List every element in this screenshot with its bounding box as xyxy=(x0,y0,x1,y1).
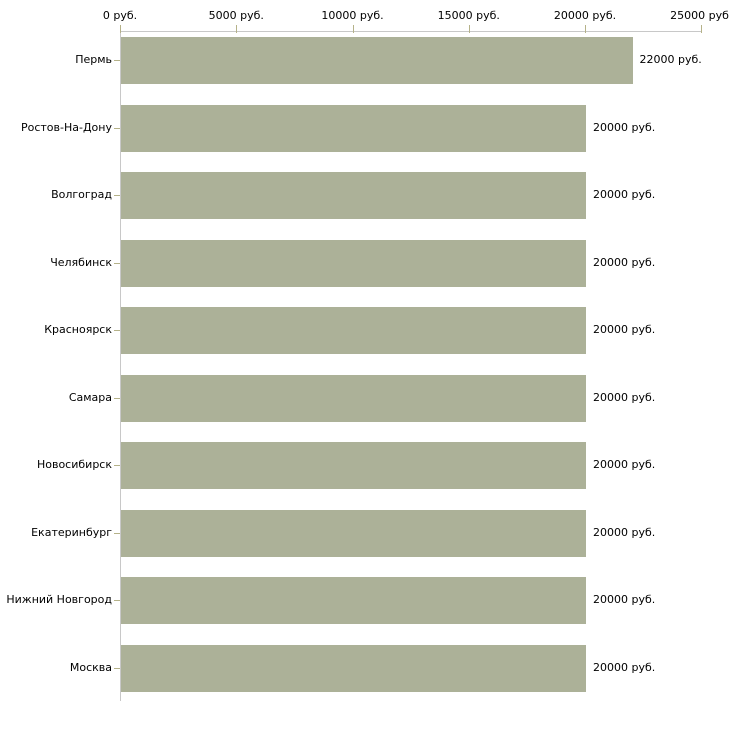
value-label: 20000 руб. xyxy=(593,458,656,471)
y-axis-tick xyxy=(114,532,120,534)
category-label: Нижний Новгород xyxy=(6,593,112,606)
x-axis-line xyxy=(120,31,702,32)
category-label: Новосибирск xyxy=(36,458,112,471)
category-label: Ростов-На-Дону xyxy=(20,120,112,134)
y-axis-tick xyxy=(114,397,120,399)
x-axis-tick-label: 10000 руб. xyxy=(321,9,384,22)
x-axis-tick xyxy=(120,25,121,33)
value-label: 20000 руб. xyxy=(593,593,656,606)
category-label: Челябинск xyxy=(50,255,112,269)
bar xyxy=(121,239,586,287)
bar xyxy=(121,509,586,557)
x-axis-tick xyxy=(701,25,703,33)
bar xyxy=(121,644,586,692)
bar xyxy=(121,104,586,152)
value-label: 20000 руб. xyxy=(593,255,656,269)
y-axis-tick xyxy=(114,667,120,669)
value-label: 20000 руб. xyxy=(593,660,656,674)
y-axis-line xyxy=(120,31,121,701)
y-axis-tick xyxy=(114,330,120,331)
bar xyxy=(121,307,586,354)
category-label: Красноярск xyxy=(44,323,112,336)
bar xyxy=(121,37,633,84)
y-axis-tick xyxy=(114,195,120,196)
value-label: 20000 руб. xyxy=(593,120,656,134)
value-label: 20000 руб. xyxy=(593,323,656,336)
bar xyxy=(121,374,586,422)
category-label: Москва xyxy=(69,660,112,674)
category-label: Екатеринбург xyxy=(31,525,112,539)
y-axis-tick xyxy=(114,60,120,61)
x-axis-tick xyxy=(352,25,354,33)
value-label: 20000 руб. xyxy=(593,188,656,201)
bar xyxy=(121,172,586,219)
x-axis-tick xyxy=(468,25,470,33)
value-label: 22000 руб. xyxy=(639,53,702,66)
y-axis-tick xyxy=(114,465,120,466)
value-label: 20000 руб. xyxy=(593,525,656,539)
category-label: Самара xyxy=(68,390,112,404)
x-axis-tick-label: 5000 руб. xyxy=(208,9,264,22)
x-axis-tick-label: 20000 руб. xyxy=(553,9,617,22)
category-label: Волгоград xyxy=(51,188,112,201)
x-axis-tick-label: 15000 руб. xyxy=(437,9,500,22)
y-axis-tick xyxy=(114,600,120,601)
y-axis-tick xyxy=(114,262,120,264)
x-axis-tick-label: 0 руб. xyxy=(102,9,138,22)
bar xyxy=(121,577,586,624)
y-axis-tick xyxy=(114,127,120,129)
value-label: 20000 руб. xyxy=(593,390,656,404)
x-axis-tick xyxy=(585,25,586,33)
x-axis-tick xyxy=(236,25,238,33)
x-axis-tick-label: 25000 руб. xyxy=(670,9,730,22)
category-label: Пермь xyxy=(75,53,112,66)
bar xyxy=(121,442,586,489)
